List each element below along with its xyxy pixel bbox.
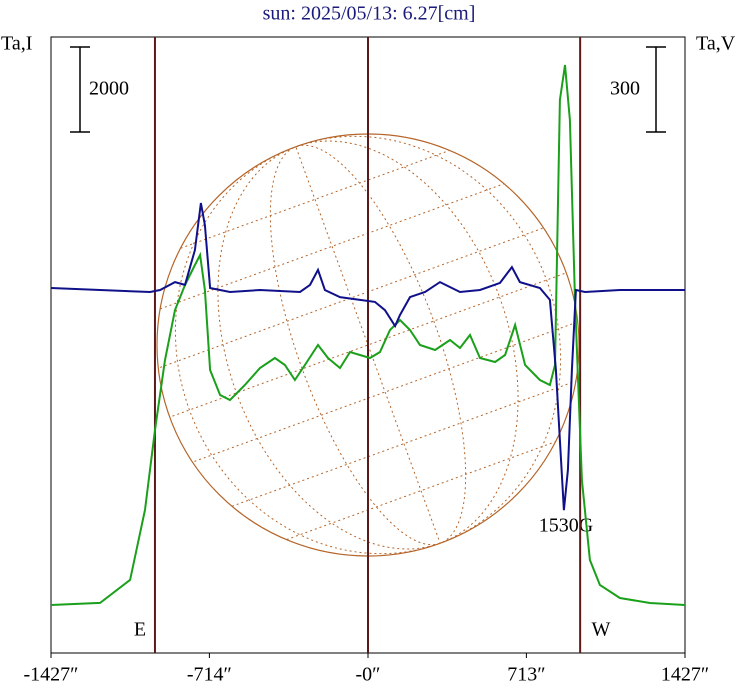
x-tick-label: -0″ xyxy=(356,664,381,686)
scale-bar-label: 300 xyxy=(610,78,640,100)
solar-disk xyxy=(109,122,630,566)
x-tick-label: 1427″ xyxy=(661,664,709,686)
data-line xyxy=(50,64,686,606)
annotation: E xyxy=(134,619,146,641)
data-line xyxy=(50,202,685,511)
scale-bar-label: 2000 xyxy=(89,78,129,100)
x-tick-label: -714″ xyxy=(187,664,232,686)
chart-title: sun: 2025/05/13: 6.27[cm] xyxy=(263,3,476,25)
y2-axis-label: Ta,V xyxy=(696,33,736,55)
x-tick-label: 713″ xyxy=(507,664,545,686)
y-axis-label: Ta,I xyxy=(1,33,32,55)
x-tick-label: -1427″ xyxy=(24,664,79,686)
annotation: W xyxy=(592,619,611,641)
